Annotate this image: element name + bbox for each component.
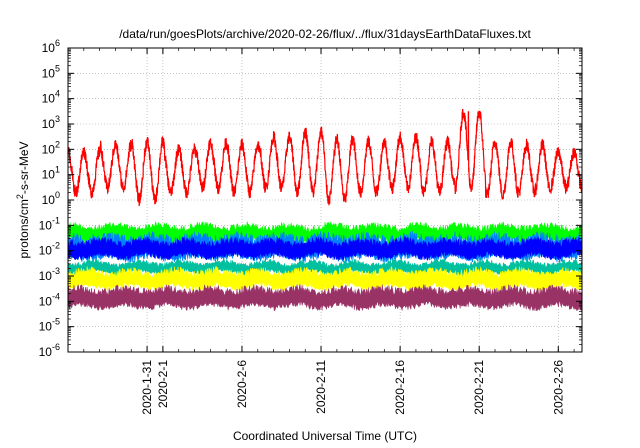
- y-tick-label: 103: [42, 114, 60, 131]
- y-tick-label: 102: [42, 139, 60, 156]
- x-tick-label: 2020-1-31: [140, 360, 154, 415]
- flux-band-series: [67, 283, 583, 312]
- y-tick-label: 105: [42, 63, 60, 80]
- y-tick-label: 10-1: [39, 215, 60, 232]
- x-tick-label: 2020-2-21: [472, 360, 486, 415]
- x-tick-label: 2020-2-11: [314, 360, 328, 414]
- y-tick-label: 10-3: [39, 266, 60, 283]
- x-axis-label: Coordinated Universal Time (UTC): [233, 429, 417, 443]
- y-axis-ticks: 10-6 10-5 10-4 10-3 10-2 10-1 100 101 102 103 104 1…: [39, 38, 582, 359]
- y-label-sup: 2: [15, 194, 25, 199]
- x-axis-ticks: 2020-1-31 2020-2-1 2020-2-6 2020-2-11 2020-2…: [83, 48, 575, 415]
- y-tick-label: 10-5: [39, 317, 60, 334]
- flux-line-series: [67, 108, 583, 207]
- y-tick-label: 104: [42, 89, 60, 106]
- y-tick-label: 100: [42, 190, 60, 207]
- y-label-base: protons/cm: [17, 199, 31, 258]
- y-tick-label: 10-6: [39, 342, 60, 359]
- y-tick-label: 10-2: [39, 241, 60, 258]
- x-tick-label: 2020-2-1: [156, 360, 170, 408]
- chart-title: /data/run/goesPlots/archive/2020-02-26/f…: [119, 27, 531, 41]
- x-tick-label: 2020-2-6: [235, 360, 249, 408]
- y-tick-label: 106: [42, 38, 60, 55]
- y-label-rest: -s-sr-MeV: [17, 141, 31, 194]
- data-series: [67, 108, 583, 312]
- y-tick-label: 10-4: [39, 291, 60, 308]
- y-tick-label: 101: [42, 165, 60, 182]
- y-axis-label: protons/cm2-s-sr-MeV: [15, 141, 31, 258]
- x-tick-label: 2020-2-26: [551, 360, 565, 415]
- x-tick-label: 2020-2-16: [393, 360, 407, 415]
